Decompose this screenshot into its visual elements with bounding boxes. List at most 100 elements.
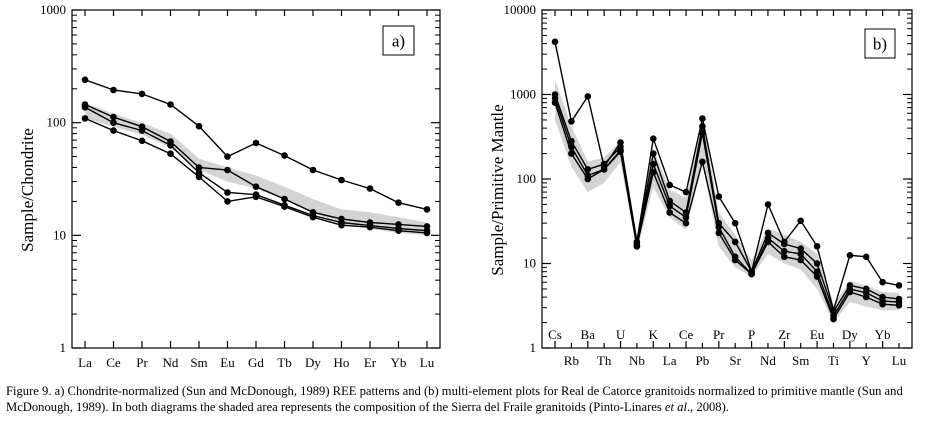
panel-b-data-point [830, 315, 837, 323]
panel-a-xtick-label: La [78, 355, 92, 370]
panel-b-xtick-label: K [649, 327, 659, 342]
panel-b-xtick-label: Cs [548, 327, 562, 342]
panel-a-data-point [81, 104, 89, 111]
panel-b-data-point [781, 253, 788, 261]
panel-a-xtick-label: Eu [220, 355, 235, 370]
figure-caption: Figure 9. a) Chondrite-normalized (Sun a… [6, 384, 932, 415]
panel-a-data-point [138, 137, 146, 145]
panel-b-data-point [699, 129, 706, 137]
panel-b-xtick-label: Sr [729, 353, 741, 368]
panel-a-data-point [423, 206, 431, 213]
panel-a-chart: 1 10 100 1000 La Ce Pr Nd Sm Eu Gd Tb Dy Ho Er Yb Lu Sam… [18, 2, 441, 370]
panel-a-ytick-label: 100 [47, 115, 67, 130]
panel-a-data-point [309, 166, 317, 174]
panel-b-data-point [650, 169, 657, 176]
panel-b-xtick-label: Nd [760, 353, 776, 368]
panel-a-label-box: a) [382, 25, 415, 56]
panel-b-data-point [879, 300, 886, 308]
panel-a-data-point [81, 76, 89, 84]
panel-a-shaded-area [85, 102, 427, 236]
panel-b-xtick-label: Th [597, 353, 612, 368]
panel-b-data-point [731, 238, 739, 246]
panel-b-data-point [699, 123, 706, 130]
caption-text: Figure 9. a) Chondrite-normalized (Sun a… [6, 384, 903, 414]
panel-a-data-point [138, 127, 146, 134]
panel-a-data-point [366, 185, 374, 192]
caption-et-al: et al [664, 399, 687, 414]
panel-b-data-point [879, 278, 886, 286]
panel-a-data-point [195, 164, 203, 171]
panel-b-data-point [764, 229, 772, 237]
panel-b-xtick-label: Y [862, 353, 872, 368]
panel-b-data-point [682, 219, 690, 227]
panel-b-xtick-label: Dy [842, 327, 858, 342]
panel-b-data-point [813, 243, 821, 250]
panel-b-data-point [699, 158, 706, 166]
panel-b-xtick-label: Nb [629, 353, 645, 368]
panel-b-data-point [764, 238, 772, 246]
panel-b-data-point [846, 252, 854, 259]
panel-b-data-point [781, 240, 788, 248]
panel-a-data-point [281, 152, 288, 159]
panel-b-xtick-label: Ti [828, 353, 839, 368]
panel-b-data-point [650, 135, 657, 142]
panel-b-data-point [584, 93, 592, 100]
panel-a-data-point [281, 195, 288, 203]
panel-b-ytick-label: 1 [530, 340, 537, 355]
panel-a-data-point [395, 227, 402, 234]
panel-a-data-point [81, 115, 89, 122]
panel-b-data-point [862, 253, 870, 261]
panel-a-ytick-label: 10 [53, 227, 66, 242]
panel-a-data-point [224, 189, 231, 196]
panel-a-data-point [395, 199, 402, 206]
panel-b-xtick-label: U [616, 327, 626, 342]
panel-b-ylabel: Sample/Primitive Mantle [488, 104, 507, 275]
panel-a-data-point [110, 127, 117, 134]
panel-b-shaded-area [555, 79, 899, 323]
panel-b-data-point [748, 270, 755, 278]
panel-b-ytick-label: 10 [523, 256, 536, 271]
panel-b-data-point [895, 302, 903, 309]
panel-b-data-point [715, 193, 723, 200]
panel-b-data-point [633, 243, 641, 250]
panel-a-data-point [167, 150, 174, 157]
panel-b-ytick-label: 100 [517, 171, 537, 186]
panel-b-data-point [797, 245, 804, 252]
panel-b-data-point [568, 150, 575, 157]
panel-b-data-point [600, 166, 608, 173]
panel-b-data-point [813, 260, 821, 267]
panel-b-xtick-label: Pr [713, 327, 725, 342]
panel-a-data-point [252, 139, 260, 147]
panel-b-series-line-4 [554, 102, 900, 321]
panel-a-data-point [281, 203, 288, 210]
panel-a-data-point [224, 198, 231, 205]
panel-b-data-point [699, 115, 706, 122]
panel-b-ytick-label: 10000 [504, 2, 537, 17]
panel-a-xtick-label: Er [364, 355, 377, 370]
panel-a-data-point [167, 142, 174, 149]
panel-a-data-point [252, 183, 260, 190]
panel-b-data-point [846, 288, 854, 296]
panel-b-data-point [650, 160, 657, 168]
panel-a-data-point [138, 90, 146, 98]
panel-b-xtick-label: Pb [696, 353, 710, 368]
panel-b-data-point [584, 166, 592, 173]
panel-a-ylabel: Sample/Chondrite [18, 128, 37, 252]
panel-b-data-point [715, 229, 723, 237]
panel-b-data-point [764, 201, 772, 208]
panel-b-data-point [666, 181, 673, 189]
panel-a-xtick-label: Sm [190, 355, 207, 370]
panel-b-xtick-label: Zr [778, 327, 791, 342]
panel-b-data-point [797, 256, 804, 264]
panel-a-xtick-label: Lu [420, 355, 435, 370]
panel-a-xtick-label: Tb [277, 355, 291, 370]
panel-a-data-point [252, 193, 260, 201]
panel-b-xtick-label: Yb [875, 327, 891, 342]
panel-a-data-point [195, 122, 203, 130]
panel-a-xtick-label: Gd [248, 355, 264, 370]
panel-b-data-point [551, 99, 559, 106]
panel-a-xtick-label: Yb [391, 355, 407, 370]
panel-a-data-point [167, 101, 174, 108]
panel-a-data-point [423, 229, 431, 237]
